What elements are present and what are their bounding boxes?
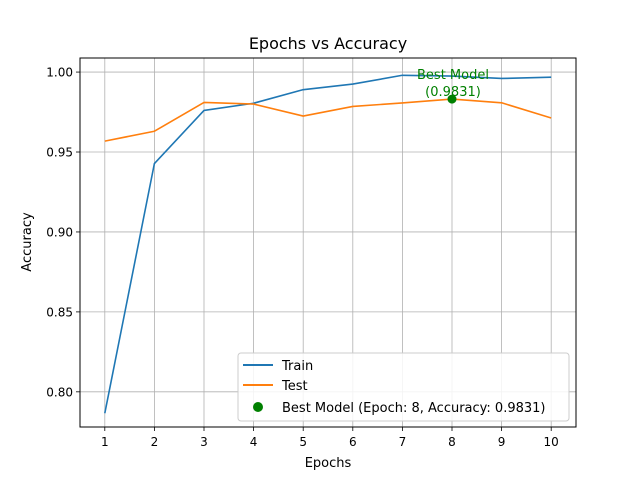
best-model-point: [447, 94, 457, 104]
legend-box: [237, 352, 570, 422]
y-axis-label: Accuracy: [20, 212, 35, 272]
y-tick-label: 0.95: [46, 146, 73, 160]
legend-best-model-label: Best Model (Epoch: 8, Accuracy: 0.9831): [282, 401, 546, 416]
x-tick-label: 7: [399, 435, 407, 449]
x-tick-label: 1: [101, 435, 109, 449]
x-tick-label: 2: [151, 435, 159, 449]
y-tick-label: 1.00: [46, 66, 73, 80]
x-tick-label: 4: [250, 435, 258, 449]
plot-frame: [79, 57, 577, 428]
y-tick-label: 0.90: [46, 225, 73, 239]
x-tick-label: 9: [498, 435, 506, 449]
legend-best-model-marker: [253, 402, 263, 412]
best-model-annotation-line1: Best Model: [417, 68, 489, 83]
x-tick-label: 3: [200, 435, 208, 449]
chart-title: Epochs vs Accuracy: [249, 34, 407, 53]
y-tick-label: 0.80: [46, 385, 73, 399]
series-layer: [104, 74, 552, 414]
legend: Train Test Best Model (Epoch: 8, Accurac…: [237, 352, 570, 422]
x-axis-ticks: 1 2 3 4 5 6 7 8 9 10: [101, 427, 559, 449]
x-tick-label: 6: [349, 435, 357, 449]
x-tick-label: 10: [544, 435, 559, 449]
series-line-test: [104, 98, 552, 142]
legend-test-label: Test: [281, 379, 308, 394]
best-model-annotation-line2: (0.9831): [425, 85, 481, 100]
y-axis-ticks: 0.80 0.85 0.90 0.95 1.00: [46, 66, 80, 399]
x-tick-label: 5: [299, 435, 307, 449]
x-axis-label: Epochs: [305, 456, 352, 471]
x-tick-label: 8: [448, 435, 456, 449]
y-tick-label: 0.85: [46, 305, 73, 319]
legend-train-label: Train: [281, 359, 313, 374]
series-line-train: [104, 74, 552, 414]
